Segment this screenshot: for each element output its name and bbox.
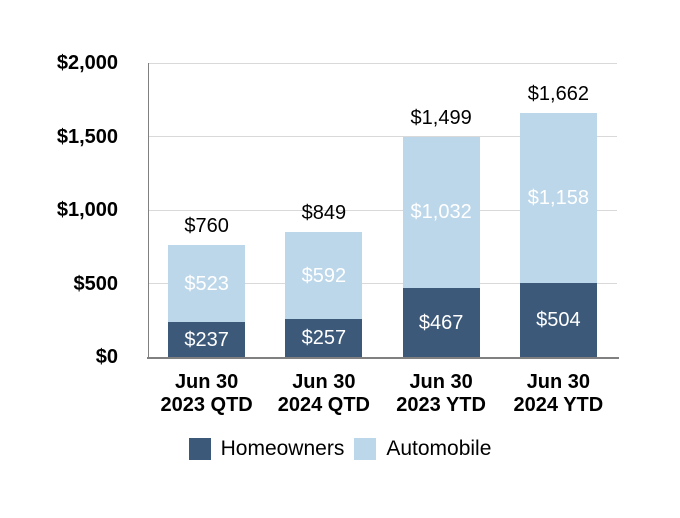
legend-swatch-homeowners (188, 438, 211, 460)
x-axis-line (147, 357, 619, 359)
x-axis-category-label: Jun 30 2023 QTD (160, 371, 253, 416)
chart-legend: Homeowners Automobile (0, 435, 680, 463)
legend-label: Automobile (386, 437, 492, 460)
bar-segment-value-label: $1,158 (527, 186, 589, 209)
bar-segment-value-label: $523 (184, 272, 229, 295)
bar-total-label: $1,662 (527, 82, 589, 105)
x-axis-category-label: Jun 30 2024 YTD (513, 371, 604, 416)
bar-segment-automobile: $592 (285, 232, 363, 320)
bar-segment-automobile: $1,158 (519, 112, 597, 283)
bar-segment-value-label: $1,032 (410, 201, 472, 224)
y-axis-tick-label: $1,500 (56, 125, 118, 148)
legend-label: Homeowners (220, 437, 345, 460)
gridline (148, 209, 617, 211)
y-axis-tick-label: $0 (95, 346, 118, 368)
bar-segment-automobile: $523 (168, 245, 246, 323)
legend-swatch-automobile (354, 438, 377, 460)
y-axis-line (148, 63, 149, 358)
bar-segment-value-label: $467 (418, 311, 464, 334)
legend-item-automobile: Automobile (354, 436, 491, 462)
bar-segment-value-label: $504 (536, 308, 581, 331)
bar-segment-value-label: $592 (301, 264, 347, 287)
bar-segment-value-label: $257 (301, 327, 347, 350)
gridline (148, 62, 617, 64)
x-axis-category-label: Jun 30 2023 YTD (396, 371, 486, 416)
bar-segment-homeowners: $237 (168, 322, 246, 357)
bar-segment-homeowners: $467 (402, 288, 480, 357)
bar-total-label: $849 (301, 202, 347, 225)
bar-total-label: $1,499 (410, 106, 472, 129)
y-axis-tick-label: $500 (73, 272, 119, 295)
bar-segment-homeowners: $257 (285, 319, 363, 357)
legend-item-homeowners: Homeowners (188, 436, 345, 462)
bar-segment-automobile: $1,032 (402, 136, 480, 289)
x-axis-category-label: Jun 30 2024 QTD (277, 371, 370, 416)
bar-segment-homeowners: $504 (519, 282, 597, 357)
gridline (148, 136, 617, 137)
bar-segment-value-label: $237 (184, 328, 229, 351)
gridline (148, 283, 617, 284)
bar-total-label: $760 (184, 215, 229, 238)
y-axis-tick-label: $2,000 (56, 52, 118, 74)
y-axis-tick-label: $1,000 (56, 199, 118, 221)
